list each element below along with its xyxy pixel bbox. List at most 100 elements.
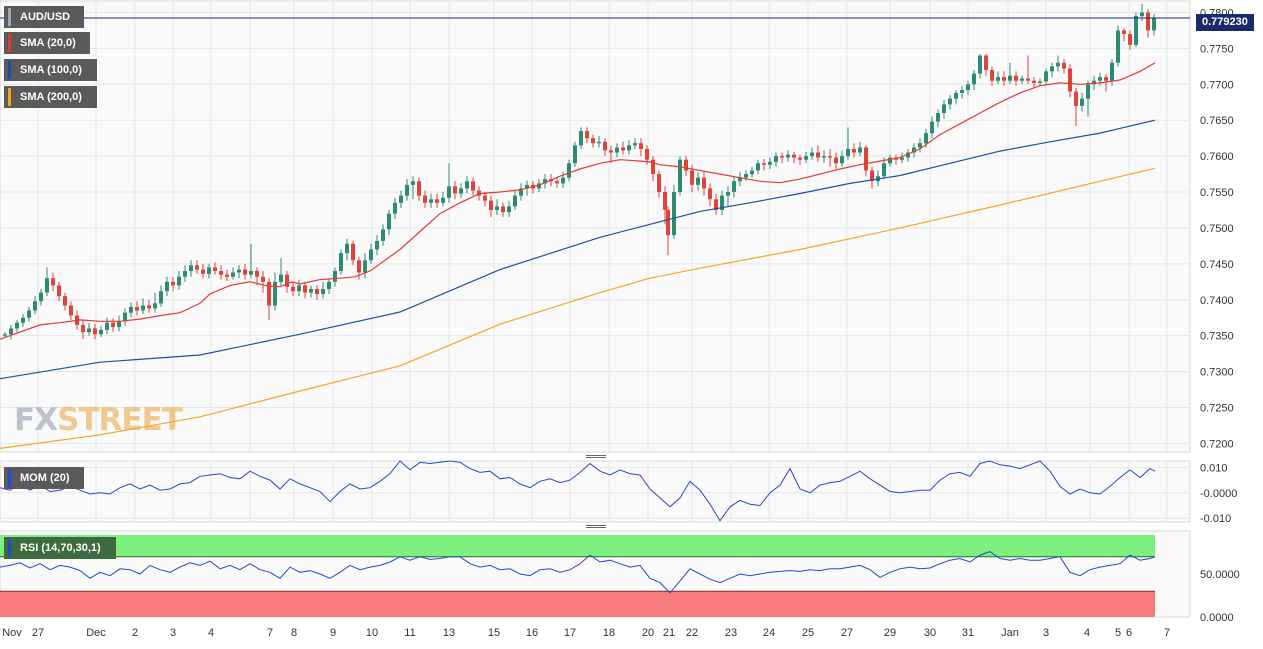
pane-background-1 [0,460,1191,523]
candle-body [483,195,487,201]
candle-body [780,156,784,158]
candle-body [81,324,85,333]
sma200-line [0,167,1156,449]
candle-body [357,260,361,273]
candle-body [375,240,379,250]
candle-body [900,157,904,160]
candle-body [405,184,409,196]
candle-body [387,213,391,230]
candle-body [627,145,631,151]
x-tick-label: 21 [663,627,675,639]
candle-body [477,190,481,196]
candle-body [840,156,844,164]
candle-body [87,328,91,333]
candle-body [159,291,163,304]
candle-body [1140,12,1144,17]
candle-body [249,271,253,275]
candle-body [615,147,619,153]
candle-body [123,312,127,322]
legend-sma200[interactable]: SMA (200,0) [4,86,97,108]
candle-body [1098,77,1102,81]
symbol-text: AUD/USD [20,11,71,23]
candle-body [708,188,712,200]
candle-body [243,269,247,275]
candle-body [1044,71,1048,82]
x-tick-label: 23 [725,627,737,639]
candle-body [441,197,445,203]
pane-divider-rsi[interactable] [0,523,1190,529]
candle-body [177,276,181,286]
candle-body [1068,68,1072,92]
y-tick-label: 0.7650 [1200,115,1234,127]
watermark-fx: FX [14,402,58,438]
candle-body [207,267,211,274]
candle-body [225,274,229,277]
x-tick-label: 2 [132,627,138,639]
candle-body [888,157,892,164]
candle-body [1080,98,1084,106]
candle-body [810,152,814,157]
legend-rsi[interactable]: RSI (14,70,30,1) [4,537,116,559]
candle-body [714,199,718,210]
x-tick-label: 3 [1043,627,1049,639]
legend-sma20-label: SMA (20,0) [20,37,76,49]
legend-sma100[interactable]: SMA (100,0) [4,59,97,81]
candle-body [1014,75,1018,81]
candles-group [3,3,1156,340]
x-tick-label: 17 [564,627,576,639]
candle-body [183,271,187,277]
mom-y-tick-label: 0.010 [1200,462,1228,474]
candle-body [501,206,505,213]
x-tick-label: 18 [603,627,615,639]
candle-body [195,265,199,270]
candle-body [690,170,694,185]
x-tick-label: Jan [1001,627,1019,639]
candle-body [1050,66,1054,72]
candle-body [1074,91,1078,106]
candle-body [519,188,523,196]
candle-body [762,163,766,165]
candle-body [465,181,469,189]
y-tick-label: 0.7400 [1200,295,1234,307]
candle-body [339,253,343,272]
legend-rsi-label: RSI (14,70,30,1) [20,542,101,554]
candle-body [846,148,850,157]
candle-body [1032,80,1036,83]
candle-body [537,183,541,189]
x-tick-label: 15 [488,627,500,639]
pane-divider-mom[interactable] [0,453,1190,459]
x-tick-label: 31 [962,627,974,639]
candle-body [798,157,802,160]
candle-body [852,148,856,153]
y-tick-label: 0.7600 [1200,151,1234,163]
candle-body [471,181,475,191]
candle-body [237,269,241,273]
candle-body [702,177,706,189]
candle-body [828,156,832,158]
rsi-overbought-zone [0,535,1155,557]
candle-body [792,154,796,158]
legend-sma20[interactable]: SMA (20,0) [4,32,90,54]
symbol-label[interactable]: AUD/USD [4,6,84,28]
candle-body [834,157,838,164]
candle-body [141,305,145,311]
x-tick-label: 16 [526,627,538,639]
candle-body [513,195,517,207]
y-tick-label: 0.7250 [1200,402,1234,414]
candle-body [231,272,235,277]
x-tick-label: 3 [170,627,176,639]
candle-body [69,305,73,316]
candle-body [189,265,193,272]
candle-body [99,329,103,335]
legend-mom-swatch [8,469,11,487]
legend-sma100-label: SMA (100,0) [20,64,82,76]
candle-body [567,163,571,178]
candle-body [393,202,397,214]
legend-mom[interactable]: MOM (20) [4,467,84,489]
candle-body [720,195,724,210]
candle-body [1146,12,1150,31]
candle-body [1038,81,1042,83]
candle-body [1056,62,1060,67]
